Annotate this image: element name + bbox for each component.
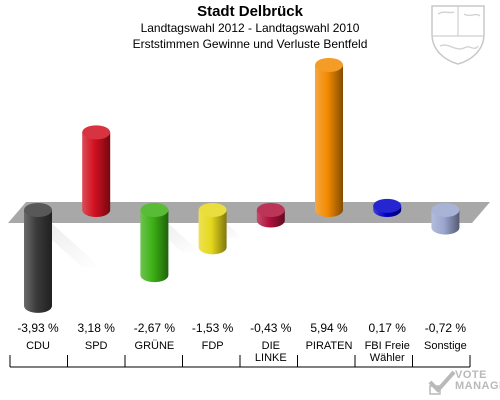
bar-cap xyxy=(82,125,111,140)
bar-cap xyxy=(198,203,227,217)
value-label: 3,18 % xyxy=(78,321,116,335)
bar-cdu xyxy=(24,210,52,313)
value-label: -1,53 % xyxy=(192,321,234,335)
bar-cap xyxy=(315,58,343,72)
chart-subtitle-2: Erststimmen Gewinne und Verluste Bentfel… xyxy=(132,37,368,51)
vote-manager-logo-icon xyxy=(428,370,456,395)
logo-line-1: VOTE xyxy=(455,369,487,381)
category-label: Wähler xyxy=(370,352,405,364)
bar-gr-ne xyxy=(140,210,169,283)
bar-cap xyxy=(373,198,402,213)
category-label: SPD xyxy=(85,340,108,352)
bar-cap xyxy=(256,203,285,217)
value-label: -0,43 % xyxy=(250,321,292,335)
value-label: 0,17 % xyxy=(369,321,407,335)
value-label: -0,72 % xyxy=(425,321,467,335)
category-label: PIRATEN xyxy=(306,340,353,352)
bar-cap xyxy=(140,203,169,217)
bar-sonstige xyxy=(431,210,460,235)
category-label: LINKE xyxy=(255,352,287,364)
value-label: -3,93 % xyxy=(17,321,59,335)
chart-title: Stadt Delbrück xyxy=(197,3,303,20)
category-label: FBI Freie xyxy=(365,340,410,352)
bar-cap xyxy=(24,203,52,217)
vote-manager-logo: VOTE MANAGER xyxy=(455,370,500,392)
bar-fdp xyxy=(198,210,227,255)
category-label: CDU xyxy=(26,340,50,352)
category-label: Sonstige xyxy=(424,340,467,352)
bar-spd xyxy=(82,132,111,218)
category-label: GRÜNE xyxy=(135,340,175,352)
bar-piraten xyxy=(315,65,343,217)
logo-line-2: MANAGER xyxy=(455,380,500,392)
category-label: FDP xyxy=(202,340,224,352)
category-label: DIE xyxy=(262,340,280,352)
value-label: -2,67 % xyxy=(134,321,176,335)
zero-line-band xyxy=(8,202,490,223)
value-label: 5,94 % xyxy=(310,321,348,335)
nrw-coat-of-arms-icon xyxy=(431,5,485,65)
chart-subtitle: Landtagswahl 2012 - Landtagswahl 2010 xyxy=(140,21,360,35)
bar-cap xyxy=(431,203,460,217)
